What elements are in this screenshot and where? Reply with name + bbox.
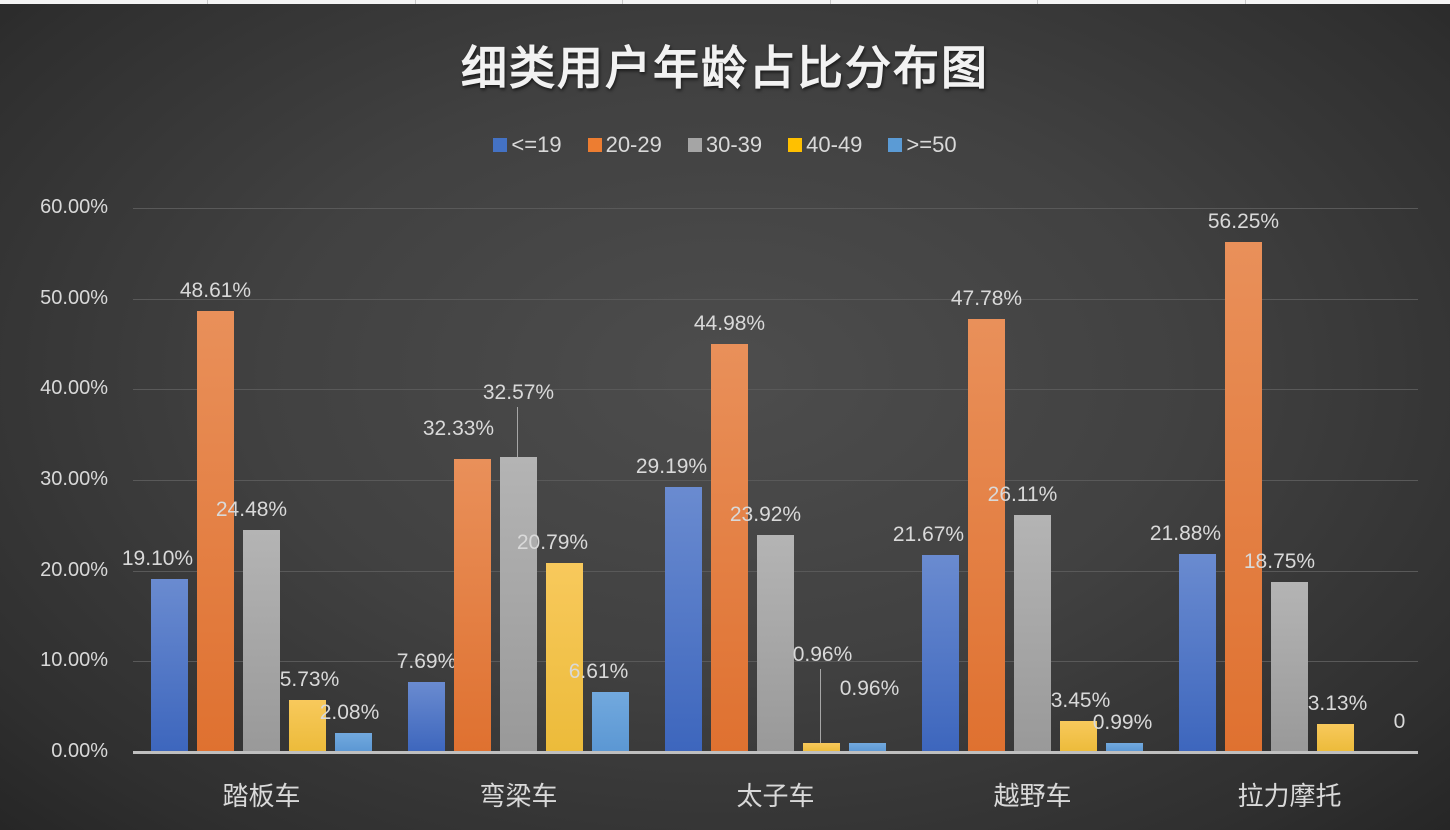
data-label: 47.78% (950, 286, 1023, 310)
legend-swatch-icon (493, 138, 508, 152)
data-label: 0 (1393, 710, 1406, 733)
x-axis-line (133, 751, 1418, 754)
data-label: 26.11% (987, 483, 1058, 507)
data-label: 3.13% (1307, 691, 1368, 715)
legend-swatch-icon (888, 138, 903, 152)
bar[interactable] (289, 700, 326, 752)
bar[interactable] (546, 563, 583, 752)
data-label: 0.99% (1092, 711, 1153, 735)
y-axis-tick-label: 10.00% (40, 649, 108, 672)
gridline (133, 479, 1418, 481)
x-axis-category-label: 弯梁车 (479, 782, 558, 812)
bar[interactable] (711, 344, 748, 752)
legend-swatch-icon (687, 138, 702, 152)
y-axis-tick-label: 0.00% (51, 740, 108, 762)
x-axis-category-label: 踏板车 (222, 782, 301, 812)
bar[interactable] (592, 692, 629, 752)
bar[interactable] (1317, 723, 1354, 752)
chart-area: 细类用户年龄占比分布图 <=19 20-29 30-39 40-49 >=50 60.0… (0, 4, 1450, 830)
gridline (133, 298, 1418, 300)
data-label: 32.57% (482, 380, 555, 404)
data-label: 24.48% (215, 497, 288, 521)
data-label: 44.98% (693, 312, 766, 336)
y-axis-tick-label: 30.00% (40, 467, 108, 490)
legend-label: <=19 (511, 132, 562, 157)
legend-label: 20-29 (605, 132, 662, 157)
bar[interactable] (1106, 743, 1143, 752)
legend-item: 40-49 (788, 132, 862, 158)
data-label: 2.08% (319, 701, 380, 725)
top-strip (0, 0, 1450, 4)
data-label: 18.75% (1243, 549, 1316, 573)
bar[interactable] (757, 535, 794, 752)
gridline (133, 207, 1418, 209)
bar[interactable] (243, 529, 280, 752)
leader-line (516, 406, 518, 457)
bar[interactable] (1271, 581, 1308, 752)
x-axis-category-label: 拉力摩托 (1237, 782, 1342, 812)
data-label: 23.92% (729, 503, 802, 527)
bar[interactable] (803, 743, 840, 752)
data-label: 3.45% (1050, 688, 1111, 712)
legend-label: 30-39 (705, 132, 763, 157)
bar[interactable] (1014, 515, 1051, 752)
data-label: 29.19% (635, 455, 708, 479)
bar[interactable] (454, 458, 491, 752)
gridline (133, 389, 1418, 391)
legend-label: >=50 (906, 132, 957, 157)
bar[interactable] (849, 743, 886, 752)
data-label: 21.67% (892, 523, 965, 547)
data-label: 7.69% (396, 650, 457, 674)
legend-item: >=50 (888, 132, 957, 158)
bar[interactable] (197, 311, 234, 752)
data-label: 21.88% (1149, 521, 1222, 545)
chart-title: 细类用户年龄占比分布图 (461, 41, 989, 95)
bar[interactable] (665, 487, 702, 752)
bar[interactable] (500, 456, 537, 752)
legend-item: 30-39 (687, 132, 763, 158)
data-label: 0.96% (792, 643, 853, 667)
legend-item: 20-29 (587, 132, 662, 158)
bar[interactable] (922, 555, 959, 752)
legend: <=19 20-29 30-39 40-49 >=50 (0, 132, 1450, 158)
data-label: 6.61% (568, 660, 629, 684)
bar[interactable] (1060, 720, 1097, 752)
data-label: 19.10% (121, 546, 194, 570)
y-axis-tick-label: 60.00% (40, 195, 108, 218)
y-axis-tick-label: 40.00% (40, 377, 108, 400)
bar[interactable] (1179, 553, 1216, 752)
data-label: 56.25% (1207, 209, 1280, 233)
bar[interactable] (1225, 241, 1262, 752)
data-label: 5.73% (279, 668, 340, 692)
y-axis-tick-label: 50.00% (40, 286, 108, 309)
leader-line (819, 669, 821, 744)
data-label: 20.79% (516, 531, 589, 555)
legend-item: <=19 (493, 132, 562, 158)
bar[interactable] (968, 318, 1005, 752)
bar[interactable] (335, 733, 372, 752)
legend-swatch-icon (788, 138, 803, 152)
data-label: 48.61% (179, 279, 252, 303)
legend-label: 40-49 (806, 132, 863, 157)
x-axis-category-label: 太子车 (736, 782, 815, 812)
data-label: 32.33% (422, 416, 495, 440)
bar[interactable] (408, 682, 445, 752)
x-axis-category-label: 越野车 (993, 782, 1072, 812)
bar[interactable] (151, 578, 188, 752)
data-label: 0.96% (839, 677, 900, 701)
legend-swatch-icon (587, 138, 602, 152)
y-axis-tick-label: 20.00% (40, 558, 108, 581)
